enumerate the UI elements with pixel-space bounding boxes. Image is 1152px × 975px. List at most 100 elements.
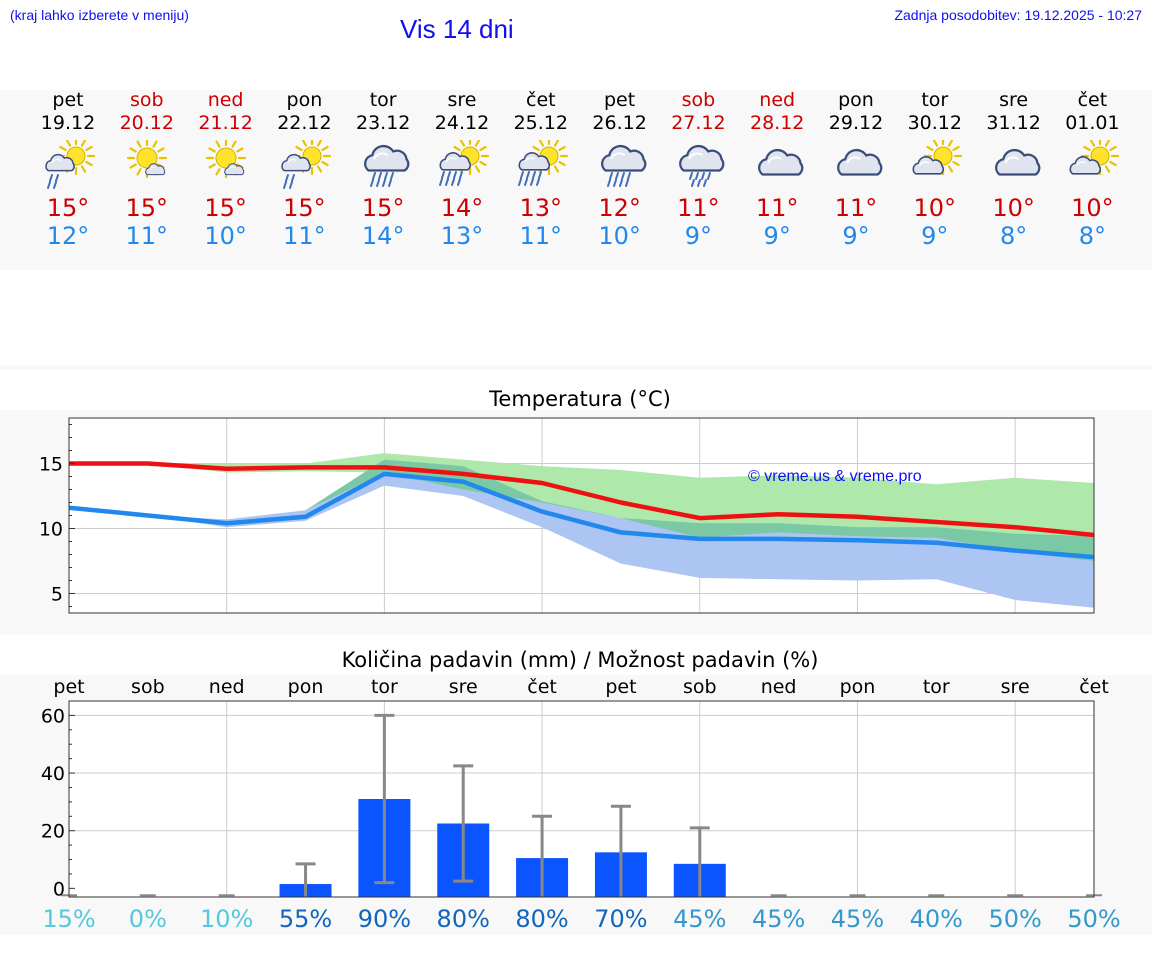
precip-plot-area (69, 701, 1094, 897)
day-date: 30.12 (907, 112, 962, 134)
day-name: sob (681, 89, 716, 111)
precip-day-label: čet (527, 676, 557, 698)
temperature-chart-title: Temperatura (°C) (489, 387, 671, 411)
day-date: 25.12 (513, 112, 568, 134)
sun-cloud-heavy-rain-icon (439, 140, 490, 186)
temp-max: 15° (125, 194, 169, 222)
day-date: 29.12 (828, 112, 884, 134)
precip-plot-frame (68, 700, 1095, 898)
precipitation-chart: pet sob ned pon tor sre čet pet sob ned pon tor sre č… (41, 676, 1121, 933)
precip-day-label: pon (840, 676, 876, 698)
temp-min: 10° (204, 222, 247, 250)
precip-day-label: čet (1079, 676, 1109, 698)
temp-y-tick-label: 15 (39, 454, 63, 476)
temp-min: 10° (598, 222, 641, 250)
precip-y-tick-label: 40 (41, 763, 65, 785)
min-temp-band (69, 459, 1094, 608)
temperature-chart: 5 10 15 (39, 417, 1095, 614)
temp-min: 14° (361, 222, 405, 250)
precip-day-label: pon (288, 676, 324, 698)
sun-cloud-icon (912, 140, 962, 176)
day-column: tor 23.12 15° 14° (343, 88, 423, 250)
watermark[interactable]: © vreme.us & vreme.pro (748, 468, 922, 485)
temp-max: 10° (913, 194, 957, 222)
temp-min: 9° (842, 222, 870, 250)
precip-probability-label: 80% (515, 905, 568, 933)
day-name: ned (207, 89, 244, 111)
menu-hint[interactable]: (kraj lahko izberete v meniju) (10, 7, 189, 23)
temp-max: 14° (440, 194, 484, 222)
last-update: Zadnja posodobitev: 19.12.2025 - 10:27 (894, 7, 1142, 23)
precip-day-label: pet (605, 676, 636, 698)
sun-small-cloud-icon (205, 140, 246, 179)
temp-min: 8° (1078, 222, 1107, 250)
day-column: ned 21.12 15° 10° (186, 88, 266, 250)
temp-min: 12° (46, 222, 90, 250)
temp-y-tick-label: 10 (39, 519, 63, 541)
temp-min: 13° (440, 222, 484, 250)
day-date: 01.01 (1065, 112, 1120, 134)
precip-day-label: sre (449, 676, 478, 698)
day-column: ned 28.12 11° 9° (737, 88, 817, 250)
temp-min: 9° (763, 222, 791, 250)
precip-day-label: sob (131, 676, 165, 698)
day-column: pon 29.12 11° 9° (816, 88, 896, 250)
sun-cloud-icon (1069, 140, 1120, 176)
day-name: pet (603, 89, 636, 111)
day-date: 19.12 (40, 112, 96, 134)
cloud-heavy-rain-icon (364, 144, 410, 187)
temp-min: 11° (283, 222, 326, 250)
precip-day-label: ned (209, 676, 245, 698)
temp-max: 15° (204, 194, 247, 222)
precip-probability-label: 55% (279, 905, 332, 933)
precip-probability-label: 50% (988, 905, 1041, 933)
day-date: 26.12 (592, 112, 647, 134)
temp-min: 11° (125, 222, 169, 250)
day-date: 31.12 (986, 112, 1041, 134)
precip-probability-label: 15% (42, 905, 95, 933)
day-column: sre 24.12 14° 13° (422, 88, 502, 250)
day-name: čet (526, 89, 556, 111)
precip-probability-label: 70% (594, 905, 647, 933)
day-column: sre 31.12 10° 8° (974, 88, 1054, 250)
max-temp-line (69, 461, 1095, 538)
temp-max: 11° (755, 194, 799, 222)
page-title: Vis 14 dni (400, 14, 514, 44)
day-date: 21.12 (198, 112, 253, 134)
temp-y-tick-label: 5 (51, 584, 63, 606)
temp-max: 13° (519, 194, 563, 222)
day-column: sob 20.12 15° 11° (107, 88, 187, 250)
precip-day-label: tor (371, 676, 398, 698)
temp-max: 12° (598, 194, 641, 222)
precip-day-label: sre (1001, 676, 1030, 698)
temp-max: 11° (677, 194, 720, 222)
precip-probability-label: 50% (1067, 905, 1120, 933)
precip-day-label: tor (923, 676, 950, 698)
precip-probability-label: 45% (673, 905, 726, 933)
precip-y-tick-label: 60 (41, 705, 65, 727)
day-name: tor (369, 89, 397, 111)
temp-max: 15° (283, 194, 326, 222)
day-date: 20.12 (119, 112, 174, 134)
day-column: pon 22.12 15° 11° (264, 88, 344, 250)
precip-day-label: sob (683, 676, 717, 698)
day-column: pet 26.12 12° 10° (580, 88, 660, 250)
temp-min: 11° (519, 222, 563, 250)
temp-min: 8° (999, 222, 1028, 250)
precip-probability-label: 80% (437, 905, 490, 933)
precip-day-label: ned (761, 676, 797, 698)
day-name: pon (286, 89, 323, 111)
day-name: čet (1077, 89, 1108, 111)
precip-probability-label: 10% (200, 905, 253, 933)
precip-y-tick-label: 20 (41, 821, 65, 843)
sun-cloud-heavy-rain-icon (517, 140, 568, 186)
day-date: 23.12 (355, 112, 411, 134)
forecast-panel (0, 90, 1152, 270)
temp-min: 9° (921, 222, 949, 250)
day-name: sre (999, 89, 1029, 111)
temp-min: 9° (684, 222, 713, 250)
precip-day-label: pet (53, 676, 84, 698)
sun-cloud-light-rain-icon (281, 140, 332, 189)
sun-cloud-light-rain-icon (45, 140, 96, 189)
